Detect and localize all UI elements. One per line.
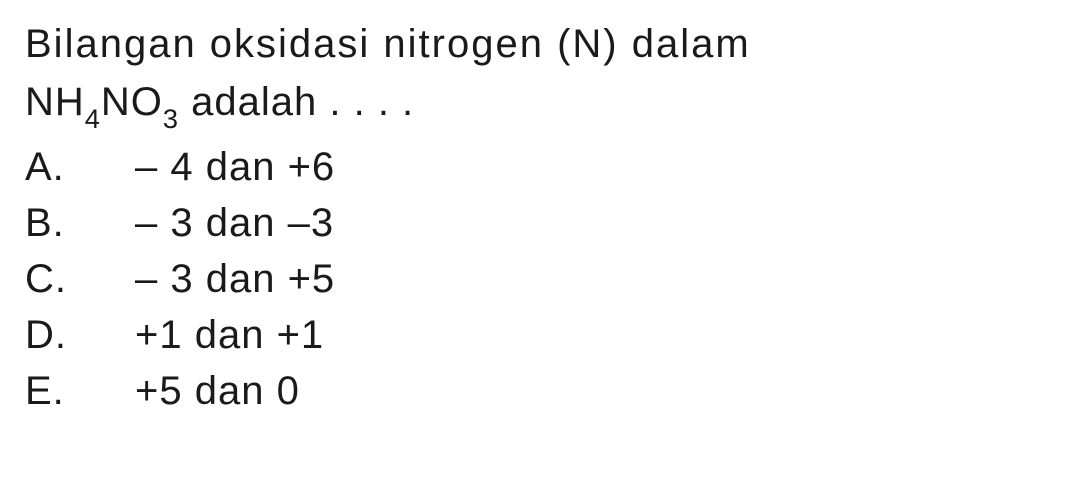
option-letter: C. bbox=[25, 252, 135, 306]
option-row-e: E. +5 dan 0 bbox=[25, 364, 1050, 418]
formula-sub-1: 4 bbox=[85, 103, 101, 134]
option-letter: E. bbox=[25, 364, 135, 418]
formula-sub-2: 3 bbox=[163, 103, 179, 134]
option-text: – 4 dan +6 bbox=[135, 140, 1050, 194]
option-letter: A. bbox=[25, 140, 135, 194]
question-line-1: Bilangan oksidasi nitrogen (N) dalam bbox=[25, 15, 1050, 73]
option-text: +5 dan 0 bbox=[135, 364, 1050, 418]
option-row-c: C. – 3 dan +5 bbox=[25, 252, 1050, 306]
option-row-b: B. – 3 dan –3 bbox=[25, 196, 1050, 250]
option-text: – 3 dan +5 bbox=[135, 252, 1050, 306]
option-row-d: D. +1 dan +1 bbox=[25, 308, 1050, 362]
option-row-a: A. – 4 dan +6 bbox=[25, 140, 1050, 194]
option-text: +1 dan +1 bbox=[135, 308, 1050, 362]
formula-suffix: adalah . . . . bbox=[179, 80, 414, 124]
option-letter: D. bbox=[25, 308, 135, 362]
option-letter: B. bbox=[25, 196, 135, 250]
formula-prefix: NH bbox=[25, 80, 85, 124]
question-formula-line: NH4NO3 adalah . . . . bbox=[25, 75, 1050, 134]
option-text: – 3 dan –3 bbox=[135, 196, 1050, 250]
formula-mid: NO bbox=[101, 80, 163, 124]
